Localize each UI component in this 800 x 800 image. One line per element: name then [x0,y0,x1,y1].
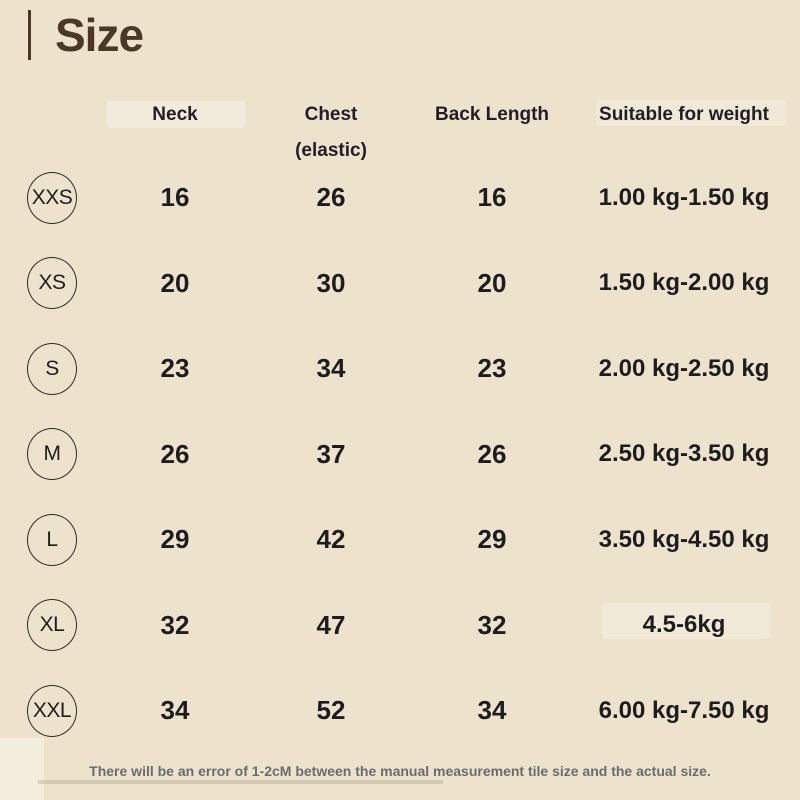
column-header-neck: Neck [152,104,198,125]
column-header-chest-line1: Chest [304,104,358,125]
cell-weight: 1.00 kg-1.50 kg [598,183,770,211]
cell-chest: 26 [316,182,346,213]
cell-chest: 42 [316,524,346,555]
table-header-row: Neck Chest (elastic) Back Length Suitable… [0,95,800,161]
cell-back-length: 23 [477,353,507,384]
cell-back-length: 34 [477,695,507,726]
size-label: XXS [31,185,73,209]
column-header-chest-line2: (elastic) [295,140,367,161]
cell-back-length: 16 [477,182,507,213]
size-badge: XS [27,257,77,310]
cell-weight: 2.50 kg-3.50 kg [598,440,770,468]
size-badge: XL [27,599,77,652]
size-label: XXL [32,698,72,722]
cell-chest: 47 [316,609,346,640]
cell-neck: 23 [160,353,190,384]
measurement-note: There will be an error of 1-2cM between … [89,763,711,779]
cell-chest: 37 [316,438,346,469]
size-badge: XXL [27,684,77,737]
cell-chest: 30 [316,267,346,298]
smudge-artifact [38,780,443,784]
cell-neck: 26 [160,438,190,469]
page-title: Size [55,9,144,61]
size-label: XL [39,613,65,637]
cell-chest: 34 [316,353,346,384]
cell-weight: 2.00 kg-2.50 kg [598,354,770,382]
page-header: Size [28,8,144,62]
column-header-chest: Chest (elastic) [246,95,416,169]
size-label: M [43,442,62,466]
cell-weight: 4.5-6kg [642,611,726,639]
cell-neck: 32 [160,609,190,640]
cell-back-length: 29 [477,524,507,555]
size-badge: M [27,428,77,481]
table-row: M 26 37 26 2.50 kg-3.50 kg [0,412,800,498]
size-badge: XXS [27,171,77,224]
title-accent-bar [28,10,31,60]
cell-back-length: 20 [477,267,507,298]
table-row: S 23 34 23 2.00 kg-2.50 kg [0,326,800,412]
cell-weight: 3.50 kg-4.50 kg [598,525,770,553]
column-header-weight: Suitable for weight [599,104,769,125]
cell-neck: 29 [160,524,190,555]
table-row: L 29 42 29 3.50 kg-4.50 kg [0,497,800,583]
cell-weight: 1.50 kg-2.00 kg [598,269,770,297]
table-row: XL 32 47 32 4.5-6kg [0,583,800,669]
cell-weight: 6.00 kg-7.50 kg [598,696,770,724]
table-row: XXS 16 26 16 1.00 kg-1.50 kg [0,155,800,241]
size-label: S [45,356,59,380]
size-badge: L [27,513,77,566]
cell-back-length: 26 [477,438,507,469]
table-row: XXL 34 52 34 6.00 kg-7.50 kg [0,668,800,754]
table-row: XS 20 30 20 1.50 kg-2.00 kg [0,241,800,327]
size-label: L [46,527,58,551]
column-header-back-length: Back Length [434,104,550,125]
cell-neck: 34 [160,695,190,726]
cell-back-length: 32 [477,609,507,640]
size-badge: S [27,342,77,395]
cell-chest: 52 [316,695,346,726]
cell-neck: 16 [160,182,190,213]
size-label: XS [38,271,66,295]
cell-neck: 20 [160,267,190,298]
size-table: Neck Chest (elastic) Back Length Suitable… [0,95,800,754]
